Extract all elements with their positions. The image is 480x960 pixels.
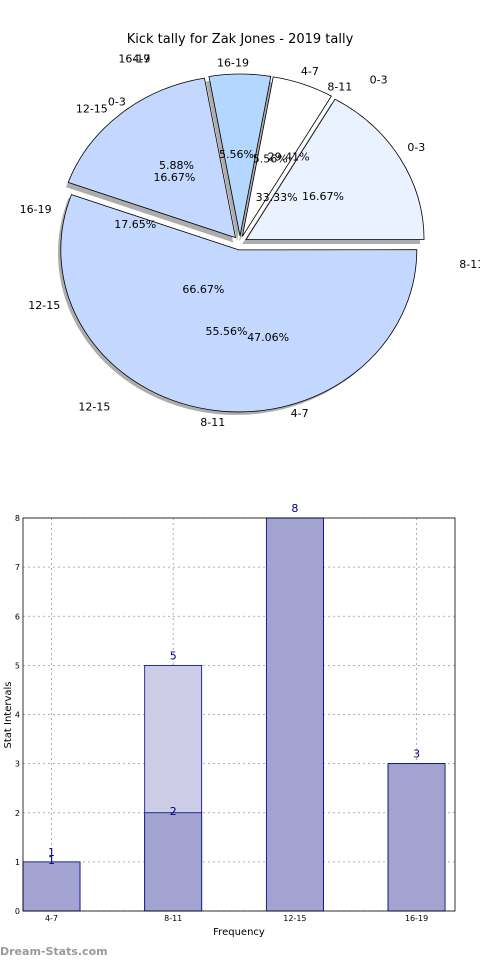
pie-category-label: 4-7 xyxy=(301,65,319,78)
y-tick-label: 0 xyxy=(15,907,20,916)
x-tick-label: 16-19 xyxy=(405,914,428,923)
pie-pct-label: 5.56% xyxy=(253,152,288,165)
bar xyxy=(22,861,81,912)
y-tick-label: 6 xyxy=(15,612,20,621)
bar-ylabel: Stat Intervals xyxy=(3,681,14,748)
pie-pct-label: 55.56% xyxy=(206,325,248,338)
y-tick-label: 7 xyxy=(15,563,20,572)
bar-value-label: 5 xyxy=(170,649,177,662)
pie-category-label: 8-11 xyxy=(327,80,352,93)
pie-chart: Kick tally for Zak Jones - 2019 tally 33… xyxy=(20,32,480,429)
pie-pct-label: 5.56% xyxy=(219,148,254,161)
bar xyxy=(387,763,446,912)
watermark: Dream-Stats.com xyxy=(0,945,108,958)
bar-value-label: 8 xyxy=(291,502,298,515)
pie-category-label: 8-11 xyxy=(200,416,225,429)
pie-category-label: 16-19 xyxy=(217,56,249,69)
y-tick-label: 1 xyxy=(15,858,20,867)
pie-category-label: 0-3 xyxy=(108,95,126,108)
x-tick-label: 4-7 xyxy=(45,914,58,923)
pie-category-label: 0-3 xyxy=(407,141,425,154)
pie-category-label: 0-3 xyxy=(370,74,388,87)
pie-category-label: 12-15 xyxy=(28,299,60,312)
pie-slice xyxy=(208,73,272,237)
bar-value-label: 3 xyxy=(413,748,420,761)
pie-slice xyxy=(241,76,332,237)
pie-pct-label: 66.67% xyxy=(182,283,224,296)
pie-category-label: 4-7 xyxy=(291,407,309,420)
pie-slice xyxy=(60,194,418,413)
pie-title: Kick tally for Zak Jones - 2019 tally xyxy=(127,32,354,47)
y-tick-label: 3 xyxy=(15,760,20,769)
pie-pct-label: 5.88% xyxy=(159,159,194,172)
pie-pct-label: 33.33% xyxy=(256,191,298,204)
y-tick-label: 5 xyxy=(15,661,20,670)
pie-slice xyxy=(67,77,237,239)
bar-xlabel: Frequency xyxy=(213,927,265,938)
pie-pct-label: 17.65% xyxy=(114,218,156,231)
bar-inner-label: 2 xyxy=(170,805,177,818)
bar-value-label: 1 xyxy=(48,846,55,859)
bar xyxy=(144,812,203,912)
pie-category-label: 8-11 xyxy=(459,258,480,271)
pie-pct-label: 29.41% xyxy=(268,150,310,163)
x-tick-label: 8-11 xyxy=(164,914,182,923)
x-tick-label: 12-15 xyxy=(283,914,306,923)
pie-category-label: 12-15 xyxy=(76,103,108,116)
plot-frame xyxy=(22,517,456,912)
pie-pct-label: 16.67% xyxy=(153,171,195,184)
pie-pct-label: 16.67% xyxy=(302,190,344,203)
y-tick-label: 2 xyxy=(15,809,20,818)
pie-category-label: 12-15 xyxy=(78,400,110,413)
y-tick-label: 4 xyxy=(15,711,20,720)
pie-category-label: 4-7 xyxy=(132,53,150,66)
bar xyxy=(265,517,324,912)
pie-slice xyxy=(245,98,425,240)
y-tick-label: 8 xyxy=(15,514,20,523)
pie-category-label: 16-19 xyxy=(20,203,52,216)
bar-inner-label: 1 xyxy=(48,854,55,867)
pie-category-label: 16-19 xyxy=(118,53,150,66)
pie-pct-label: 47.06% xyxy=(247,331,289,344)
